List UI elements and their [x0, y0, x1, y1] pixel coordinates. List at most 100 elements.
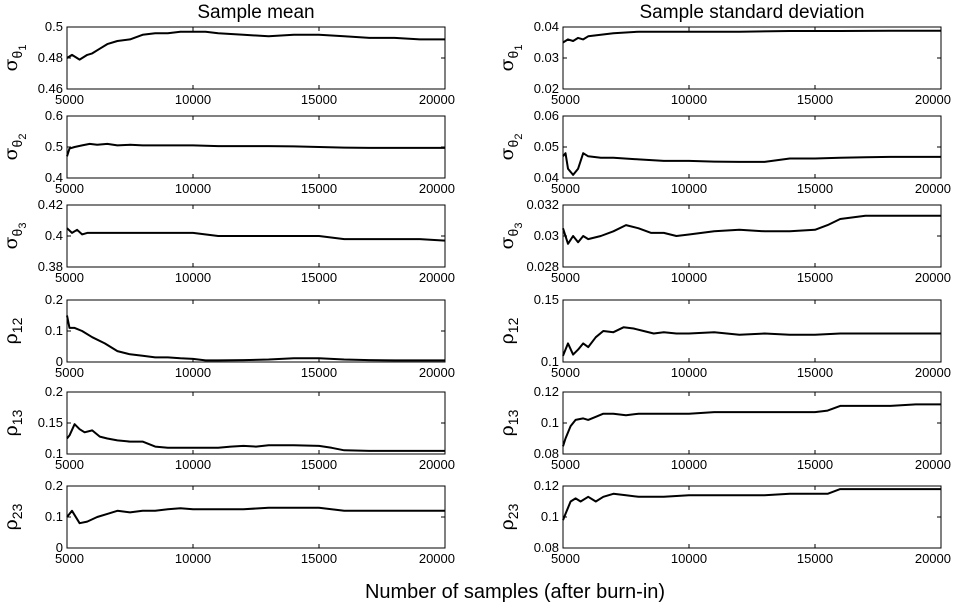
- x-tick-label: 5000: [551, 181, 580, 196]
- x-tick-label: 10000: [175, 181, 211, 196]
- axes-frame: [562, 299, 942, 363]
- x-tick-label: 20000: [419, 92, 455, 107]
- x-tick-label: 10000: [175, 365, 211, 380]
- x-tick-label: 10000: [175, 457, 211, 472]
- series-line: [66, 142, 445, 157]
- y-tick-label: 0.12: [534, 384, 559, 399]
- y-tick-label: 0.38: [38, 259, 63, 274]
- x-tick-label: 15000: [301, 92, 337, 107]
- panel-sample-sd-rho12: 5000 10000 15000 20000 0.1 0.15 ρ12: [496, 292, 951, 380]
- y-axis-label: σθ3: [496, 223, 525, 250]
- series-line: [66, 227, 446, 242]
- y-tick-label: 0.5: [45, 139, 63, 154]
- x-tick-label: 15000: [301, 457, 337, 472]
- y-tick-label: 0.06: [534, 108, 559, 123]
- axes-frame: [562, 204, 942, 268]
- x-tick-label: 5000: [55, 365, 84, 380]
- y-axis-label: σθ1: [496, 45, 525, 72]
- x-tick-label: 5000: [551, 92, 580, 107]
- y-tick-label: 0.2: [45, 478, 63, 493]
- panel-sample-sd-rho23: 5000 10000 15000 20000 0.08 0.1 0.12 ρ23: [496, 478, 951, 566]
- axes-frame: [562, 391, 942, 455]
- y-tick-label: 0.04: [534, 19, 559, 34]
- x-tick-label: 15000: [797, 181, 833, 196]
- x-tick-label: 20000: [419, 551, 455, 566]
- series-line: [562, 488, 941, 521]
- x-tick-label: 20000: [915, 365, 951, 380]
- y-axis-label: ρ12: [496, 317, 521, 344]
- y-tick-label: 0.02: [534, 81, 559, 96]
- x-tick-label: 10000: [671, 92, 707, 107]
- x-tick-label: 10000: [671, 365, 707, 380]
- y-tick-label: 0.5: [45, 19, 63, 34]
- y-tick-label: 0.028: [526, 259, 559, 274]
- x-tick-label: 15000: [797, 365, 833, 380]
- x-tick-label: 15000: [301, 551, 337, 566]
- series-line: [66, 30, 445, 61]
- panel-sample-mean-rho12: 5000 10000 15000 20000 0 0.1 0.2 ρ12: [0, 292, 455, 380]
- y-tick-label: 0.08: [534, 540, 559, 555]
- y-tick-label: 0.03: [534, 50, 559, 65]
- x-tick-label: 10000: [671, 551, 707, 566]
- x-tick-label: 10000: [175, 270, 211, 285]
- x-tick-label: 15000: [797, 457, 833, 472]
- x-tick-label: 5000: [55, 270, 84, 285]
- y-tick-label: 0.1: [541, 415, 559, 430]
- y-axis-label: σθ2: [496, 134, 525, 161]
- y-axis-label: ρ12: [0, 317, 25, 344]
- series-line: [562, 29, 941, 44]
- y-tick-label: 0: [56, 540, 63, 555]
- y-tick-label: 0.42: [38, 197, 63, 212]
- x-tick-label: 10000: [175, 92, 211, 107]
- x-tick-label: 10000: [671, 457, 707, 472]
- x-tick-label: 10000: [175, 551, 211, 566]
- y-axis-label: σθ3: [0, 223, 29, 250]
- series-line: [562, 326, 941, 357]
- y-axis-label: ρ23: [496, 503, 521, 530]
- x-tick-label: 20000: [419, 181, 455, 196]
- x-tick-label: 5000: [551, 551, 580, 566]
- y-tick-label: 0: [56, 354, 63, 369]
- y-tick-label: 0.1: [45, 446, 63, 461]
- panel-sample-mean-rho13: 5000 10000 15000 20000 0.1 0.15 0.2 ρ13: [0, 384, 455, 472]
- y-tick-label: 0.15: [38, 415, 63, 430]
- y-tick-label: 0.46: [38, 81, 63, 96]
- x-tick-label: 20000: [915, 181, 951, 196]
- y-tick-label: 0.1: [45, 323, 63, 338]
- y-axis-label: ρ13: [496, 409, 521, 436]
- panel-sample-mean-rho23: 5000 10000 15000 20000 0 0.1 0.2 ρ23: [0, 478, 455, 566]
- x-tick-label: 10000: [671, 270, 707, 285]
- series-line: [562, 214, 941, 245]
- y-tick-label: 0.03: [534, 228, 559, 243]
- x-tick-label: 20000: [915, 551, 951, 566]
- panel-sample-mean-sigma-theta1: 5000 10000 15000 20000 0.46 0.48 0.5 σθ1: [0, 19, 455, 107]
- x-tick-label: 15000: [301, 270, 337, 285]
- y-tick-label: 0.2: [45, 384, 63, 399]
- panel-sample-sd-sigma-theta1: 5000 10000 15000 20000 0.02 0.03 0.04 σθ1: [496, 19, 951, 107]
- x-tick-label: 20000: [915, 92, 951, 107]
- x-tick-label: 20000: [915, 457, 951, 472]
- x-tick-label: 15000: [797, 270, 833, 285]
- y-tick-label: 0.05: [534, 139, 559, 154]
- axes-frame: [66, 485, 446, 549]
- x-tick-label: 20000: [419, 270, 455, 285]
- axes-frame: [562, 115, 942, 179]
- x-tick-label: 15000: [301, 181, 337, 196]
- x-tick-label: 10000: [671, 181, 707, 196]
- panel-sample-mean-sigma-theta3: 5000 10000 15000 20000 0.38 0.4 0.42 σθ3: [0, 197, 455, 285]
- panel-sample-sd-sigma-theta2: 5000 10000 15000 20000 0.04 0.05 0.06 σθ2: [496, 108, 951, 196]
- x-tick-label: 5000: [55, 181, 84, 196]
- y-tick-label: 0.2: [45, 292, 63, 307]
- x-tick-label: 5000: [55, 551, 84, 566]
- x-axis-label: Number of samples (after burn-in): [365, 581, 665, 603]
- x-tick-label: 20000: [419, 365, 455, 380]
- y-tick-label: 0.15: [534, 292, 559, 307]
- x-tick-label: 5000: [551, 457, 580, 472]
- x-tick-label: 5000: [55, 457, 84, 472]
- x-tick-label: 5000: [55, 92, 84, 107]
- y-tick-label: 0.08: [534, 446, 559, 461]
- y-axis-label: ρ23: [0, 503, 25, 530]
- y-tick-label: 0.48: [38, 50, 63, 65]
